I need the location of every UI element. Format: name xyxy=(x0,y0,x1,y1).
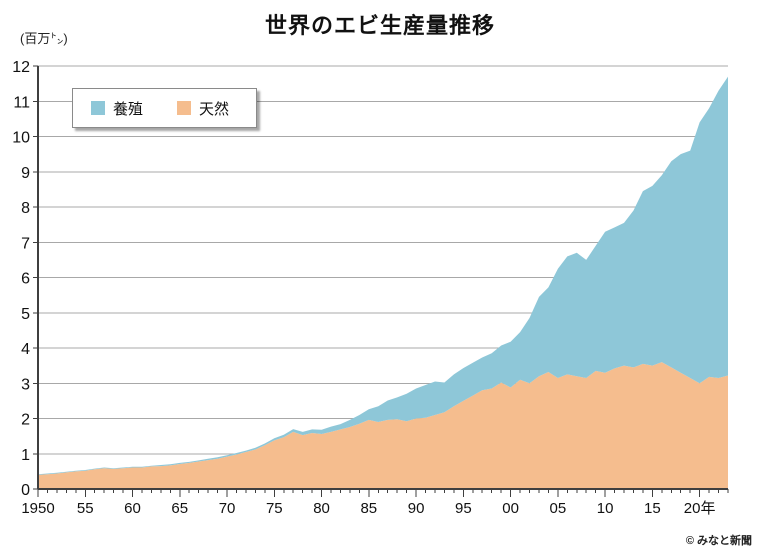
copyright-notice: © みなと新聞 xyxy=(685,535,752,547)
x-axis-label-2005: 05 xyxy=(550,500,567,517)
x-axis-label-2000: 00 xyxy=(502,500,519,517)
y-axis-label-3: 3 xyxy=(21,376,30,393)
y-axis-label-6: 6 xyxy=(21,271,30,288)
legend-item-farmed: 養殖 xyxy=(91,98,143,119)
y-axis-label-9: 9 xyxy=(21,165,30,182)
x-axis-label-1965: 65 xyxy=(171,500,188,517)
x-axis-label-2015: 15 xyxy=(644,500,661,517)
x-axis-label-1970: 70 xyxy=(219,500,236,517)
area-wild-caught xyxy=(38,362,728,489)
x-axis-label-1985: 85 xyxy=(360,500,377,517)
y-axis-label-1: 1 xyxy=(21,447,30,464)
x-axis-label-1955: 55 xyxy=(77,500,94,517)
chart-title: 世界のエビ生産量推移 xyxy=(264,13,495,38)
y-axis-unit-label: (百万㌧) xyxy=(20,31,68,46)
farmed-color-swatch-icon xyxy=(91,101,105,115)
legend-label-wild: 天然 xyxy=(199,100,230,118)
y-axis-label-2: 2 xyxy=(21,412,30,429)
x-axis-label-1995: 95 xyxy=(455,500,472,517)
legend: 養殖 天然 xyxy=(72,88,257,128)
y-axis-label-4: 4 xyxy=(21,341,30,358)
x-axis-label-1950: 1950 xyxy=(21,500,54,517)
area-farmed xyxy=(38,76,728,475)
x-axis-label-1975: 75 xyxy=(266,500,283,517)
y-axis-label-0: 0 xyxy=(21,482,30,499)
x-axis-label-2010: 10 xyxy=(597,500,614,517)
wild-color-swatch-icon xyxy=(177,101,192,115)
y-axis-label-8: 8 xyxy=(21,200,30,217)
y-axis-label-7: 7 xyxy=(21,235,30,252)
legend-label-farmed: 養殖 xyxy=(113,100,144,118)
y-axis-label-5: 5 xyxy=(21,306,30,323)
y-axis-label-12: 12 xyxy=(12,59,30,76)
y-axis-label-11: 11 xyxy=(13,94,30,111)
x-axis-label-1980: 80 xyxy=(313,500,330,517)
x-axis-label-1990: 90 xyxy=(408,500,425,517)
legend-item-wild: 天然 xyxy=(177,98,229,119)
x-axis-label-1960: 60 xyxy=(124,500,141,517)
x-axis-label-2020: 20年 xyxy=(684,500,716,517)
y-axis-label-10: 10 xyxy=(12,130,30,147)
